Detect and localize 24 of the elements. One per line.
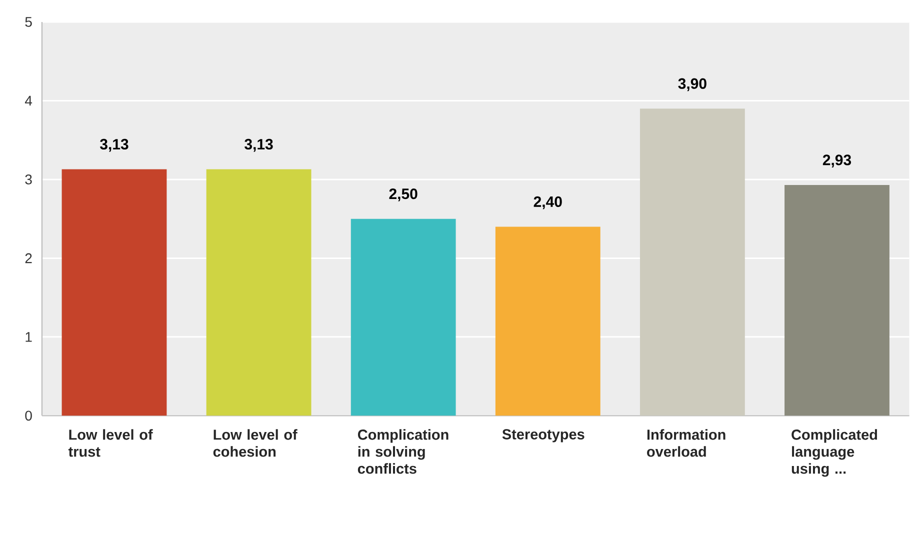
bar [206, 169, 312, 416]
data-label: 2,93 [822, 154, 852, 168]
x-tick-label: Low level of cohesion [213, 429, 298, 458]
y-tick-label: 5 [25, 17, 32, 28]
x-tick-label: Stereotypes [502, 429, 584, 443]
data-label: 3,13 [244, 139, 273, 152]
data-label: 3,90 [678, 78, 706, 92]
x-tick-label: Information overload [647, 429, 726, 458]
bar [495, 226, 600, 416]
data-label: 2,40 [534, 196, 562, 210]
bar [350, 219, 456, 416]
y-tick-label: 3 [25, 174, 32, 185]
data-label: 3,13 [100, 139, 128, 152]
bar [62, 169, 167, 416]
data-label: 2,50 [389, 188, 418, 202]
bar [640, 108, 745, 416]
y-tick-label: 4 [24, 96, 32, 106]
x-tick-label: Complicated language using ... [792, 429, 878, 477]
y-tick-label: 2 [25, 254, 32, 264]
y-tick-label: 1 [26, 332, 32, 342]
x-tick-label: Complication in solving conflicts [358, 429, 448, 474]
y-tick-label: 0 [25, 410, 32, 421]
bar [784, 185, 890, 416]
x-tick-label: Low level of trust [68, 429, 153, 458]
